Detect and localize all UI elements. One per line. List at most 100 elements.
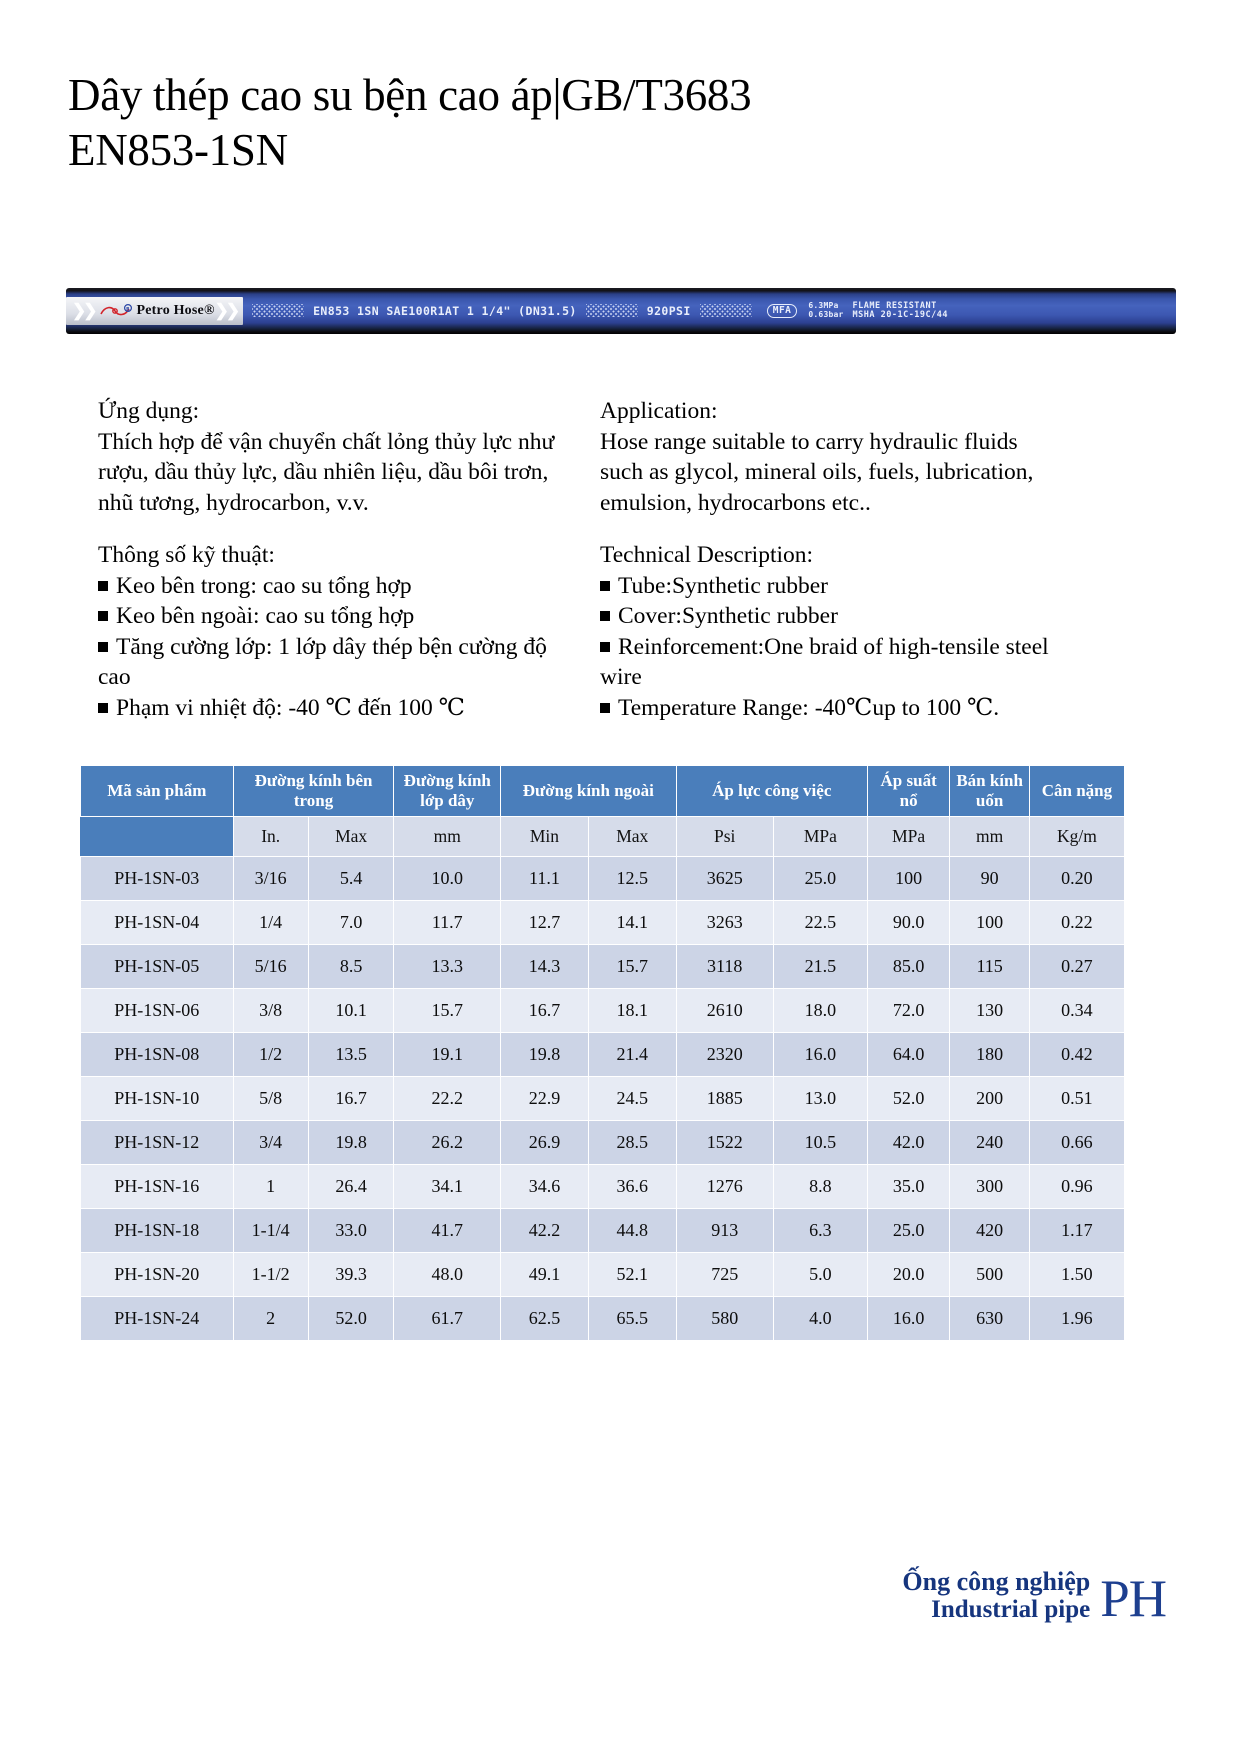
cell-od-min: 34.6 <box>500 1164 589 1210</box>
cell-bend-mm: 300 <box>949 1164 1030 1210</box>
square-bullet-icon <box>600 702 610 713</box>
page-title: Dây thép cao su bện cao áp|GB/T3683 EN85… <box>68 68 1078 178</box>
unit-max-od: Max <box>587 816 677 858</box>
cell-wp-mpa: 16.0 <box>772 1032 868 1078</box>
application-vi-body: Thích hợp để vận chuyển chất lỏng thủy l… <box>98 428 555 516</box>
header-weight: Cân nặng <box>1028 764 1126 818</box>
hose-mpa-line-2: 0.63bar <box>808 309 844 319</box>
description-english: Application: Hose range suitable to carr… <box>600 396 1060 723</box>
cell-od-max: 12.5 <box>587 856 677 902</box>
cell-weight: 0.51 <box>1028 1076 1126 1122</box>
cell-wp-psi: 3263 <box>675 900 774 946</box>
cell-bend-mm: 240 <box>949 1120 1030 1166</box>
petro-logo-icon: R <box>99 303 133 319</box>
cell-wp-psi: 1885 <box>675 1076 774 1122</box>
cell-od-min: 14.3 <box>500 944 589 990</box>
unit-psi: Psi <box>675 816 774 858</box>
cell-bp-mpa: 16.0 <box>866 1296 951 1342</box>
hose-flame-rating: FLAME RESISTANT MSHA 20-1C-19C/44 <box>852 300 949 320</box>
cell-id-in: 2 <box>232 1296 309 1342</box>
cell-id-in: 1-1/4 <box>232 1208 309 1254</box>
cell-id-in: 3/8 <box>232 988 309 1034</box>
technical-en-bullet-4: Temperature Range: -40℃up to 100 ℃. <box>600 693 1060 724</box>
cell-id-in: 5/16 <box>232 944 309 990</box>
company-logo: PH <box>1100 1569 1167 1628</box>
hose-approval-badge: MFA <box>766 303 798 318</box>
cell-id-max: 16.7 <box>307 1076 395 1122</box>
footer-text-block: Ống công nghiệp Industrial pipe <box>902 1567 1090 1624</box>
cell-wp-psi: 3625 <box>675 856 774 902</box>
cell-bend-mm: 200 <box>949 1076 1030 1122</box>
table-row: PH-1SN-10 5/8 16.7 22.2 22.9 24.5 1885 13.0 52.0… <box>80 1076 1126 1122</box>
cell-product-code: PH-1SN-12 <box>80 1120 234 1166</box>
header-burst-pressure: Áp suất nổ <box>866 764 951 818</box>
cell-weight: 1.50 <box>1028 1252 1126 1298</box>
cell-od-max: 28.5 <box>587 1120 677 1166</box>
cell-id-in: 3/16 <box>232 856 309 902</box>
cell-wp-mpa: 22.5 <box>772 900 868 946</box>
cell-od-max: 36.6 <box>587 1164 677 1210</box>
cell-weight: 1.17 <box>1028 1208 1126 1254</box>
cell-id-in: 5/8 <box>232 1076 309 1122</box>
cell-bend-mm: 180 <box>949 1032 1030 1078</box>
cell-bend-mm: 500 <box>949 1252 1030 1298</box>
hose-flame-line-2: MSHA 20-1C-19C/44 <box>852 309 949 320</box>
hose-flame-line-1: FLAME RESISTANT <box>852 300 937 311</box>
hose-dot-pattern-2 <box>585 304 638 318</box>
technical-vi-bullet-4: Phạm vi nhiệt độ: -40 ℃ đến 100 ℃ <box>98 693 568 724</box>
cell-wire-mm: 11.7 <box>393 900 502 946</box>
cell-od-max: 18.1 <box>587 988 677 1034</box>
technical-vi-bullet-1-text: Keo bên trong: cao su tổng hợp <box>116 572 412 599</box>
cell-wp-psi: 3118 <box>675 944 774 990</box>
table-row: PH-1SN-12 3/4 19.8 26.2 26.9 28.5 1522 10.5 42.0… <box>80 1120 1126 1166</box>
technical-vi-bullet-3: Tăng cường lớp: 1 lớp dây thép bện cường… <box>98 632 568 693</box>
unit-min-od: Min <box>500 816 589 858</box>
cell-wp-psi: 2610 <box>675 988 774 1034</box>
hose-mpa-line-1: 6.3MPa <box>808 301 839 311</box>
unit-kg-per-m: Kg/m <box>1028 816 1126 858</box>
header-product-code: Mã sản phẩm <box>80 764 234 818</box>
cell-wire-mm: 15.7 <box>393 988 502 1034</box>
cell-id-max: 13.5 <box>307 1032 395 1078</box>
cell-od-max: 21.4 <box>587 1032 677 1078</box>
cell-od-max: 44.8 <box>587 1208 677 1254</box>
cell-id-in: 1 <box>232 1164 309 1210</box>
cell-wire-mm: 41.7 <box>393 1208 502 1254</box>
technical-en-heading: Technical Description: <box>600 542 814 569</box>
cell-bp-mpa: 35.0 <box>866 1164 951 1210</box>
cell-od-max: 14.1 <box>587 900 677 946</box>
cell-product-code: PH-1SN-08 <box>80 1032 234 1078</box>
technical-en-bullet-1: Tube:Synthetic rubber <box>600 571 1060 602</box>
unit-mpa-burst: MPa <box>866 816 951 858</box>
unit-mpa-working: MPa <box>772 816 868 858</box>
cell-id-max: 7.0 <box>307 900 395 946</box>
hose-mpa-rating: 6.3MPa 0.63bar <box>808 302 843 319</box>
cell-product-code: PH-1SN-03 <box>80 856 234 902</box>
cell-product-code: PH-1SN-24 <box>80 1296 234 1342</box>
header-working-pressure: Áp lực công việc <box>675 764 868 818</box>
cell-id-in: 3/4 <box>232 1120 309 1166</box>
hose-product-image: ❯❯ R Petro Hose® ❯❯ EN853 1SN SAE100R1AT… <box>66 288 1176 334</box>
technical-vi-bullet-1: Keo bên trong: cao su tổng hợp <box>98 571 568 602</box>
cell-wp-psi: 2320 <box>675 1032 774 1078</box>
chevron-right-icon: ❯❯ <box>72 301 97 321</box>
technical-en-bullet-1-text: Tube:Synthetic rubber <box>618 572 828 599</box>
footer-line-english: Industrial pipe <box>931 1596 1091 1623</box>
cell-od-min: 22.9 <box>500 1076 589 1122</box>
cell-od-min: 49.1 <box>500 1252 589 1298</box>
cell-weight: 0.42 <box>1028 1032 1126 1078</box>
table-group-header: Mã sản phẩm Đường kính bên trong Đường k… <box>80 764 1126 818</box>
hose-marking-band: ❯❯ R Petro Hose® ❯❯ EN853 1SN SAE100R1AT… <box>66 297 1176 325</box>
square-bullet-icon <box>98 641 108 652</box>
cell-wire-mm: 26.2 <box>393 1120 502 1166</box>
table-row: PH-1SN-03 3/16 5.4 10.0 11.1 12.5 3625 25.0 100 9… <box>80 856 1126 902</box>
technical-en-bullet-3-text: Reinforcement:One braid of high-tensile … <box>600 633 1049 691</box>
table-row: PH-1SN-04 1/4 7.0 11.7 12.7 14.1 3263 22.5 90.0 1… <box>80 900 1126 946</box>
square-bullet-icon <box>600 641 610 652</box>
svg-text:R: R <box>126 306 130 312</box>
cell-weight: 0.66 <box>1028 1120 1126 1166</box>
cell-od-min: 16.7 <box>500 988 589 1034</box>
cell-weight: 0.27 <box>1028 944 1126 990</box>
footer-branding: Ống công nghiệp Industrial pipe PH <box>902 1567 1167 1628</box>
cell-wp-mpa: 8.8 <box>772 1164 868 1210</box>
